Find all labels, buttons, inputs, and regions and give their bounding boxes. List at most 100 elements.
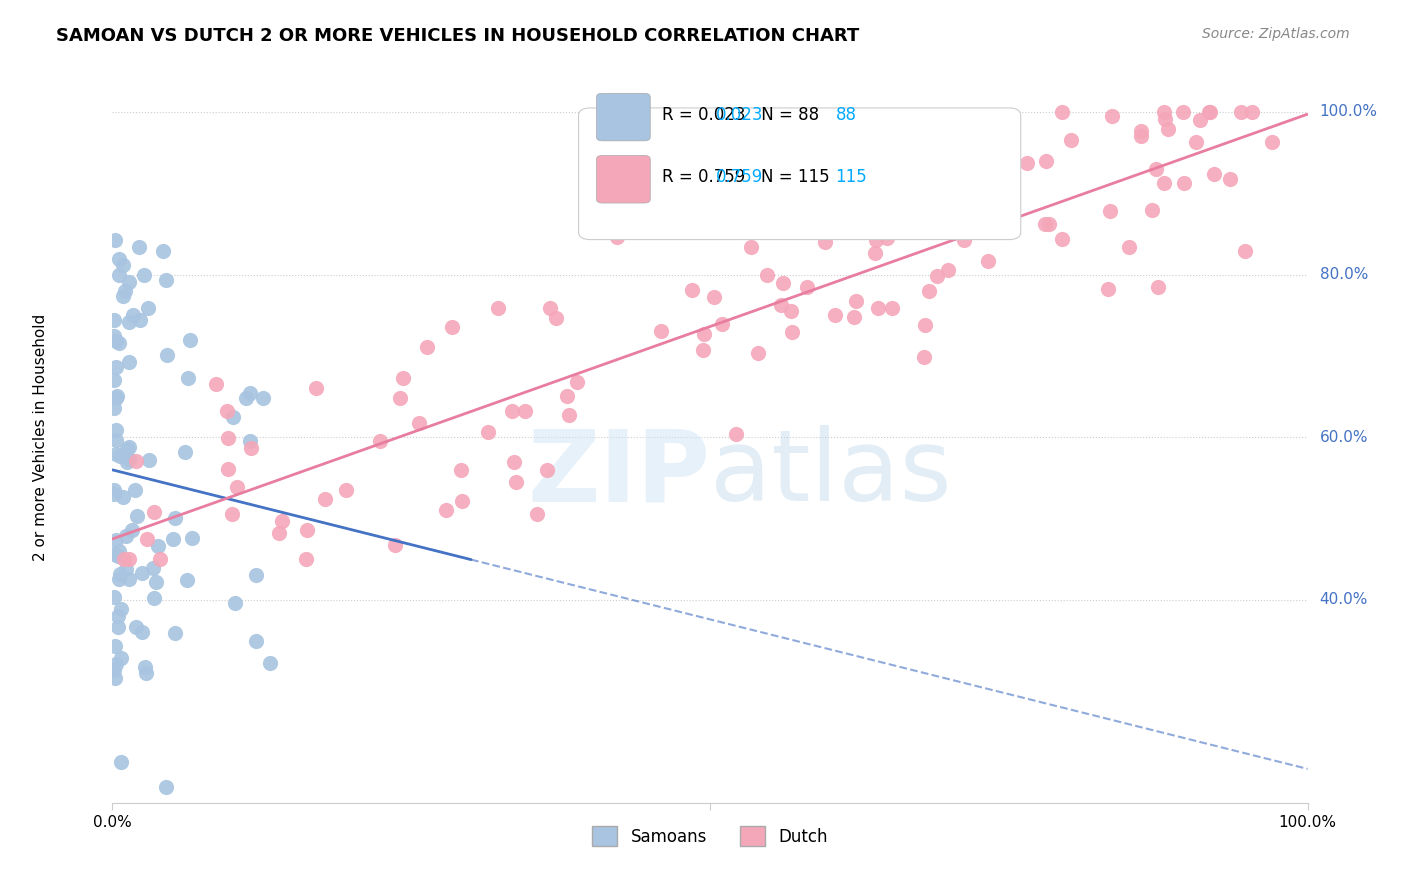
Point	[824, 308, 846, 322]
Point	[1140, 202, 1163, 217]
Point	[1204, 167, 1226, 181]
Point	[681, 284, 703, 298]
Point	[115, 455, 138, 469]
Point	[914, 318, 936, 332]
Point	[245, 633, 267, 648]
Point	[129, 312, 152, 326]
Point	[1144, 162, 1167, 177]
Point	[148, 540, 170, 554]
Point	[239, 441, 262, 455]
Point	[135, 666, 157, 681]
Point	[769, 298, 792, 312]
Point	[1017, 156, 1039, 170]
Point	[239, 434, 262, 449]
Point	[136, 301, 159, 315]
Point	[703, 290, 725, 304]
Text: 0.759: 0.759	[716, 169, 763, 186]
Point	[536, 463, 558, 477]
Point	[1189, 113, 1212, 128]
Point	[953, 233, 976, 247]
Point	[104, 423, 127, 437]
Text: 115: 115	[835, 169, 868, 186]
Point	[104, 671, 127, 685]
Point	[107, 609, 129, 624]
Point	[1156, 122, 1178, 136]
Point	[1052, 105, 1074, 120]
Point	[110, 566, 132, 581]
Point	[920, 180, 942, 194]
Point	[1230, 105, 1253, 120]
Point	[131, 566, 153, 580]
Point	[1173, 176, 1195, 190]
Point	[711, 317, 734, 331]
Point	[105, 359, 128, 374]
Point	[103, 313, 125, 327]
Point	[295, 523, 318, 537]
Point	[859, 186, 882, 200]
Point	[780, 326, 803, 340]
Point	[267, 525, 290, 540]
Point	[215, 404, 238, 418]
Point	[124, 483, 146, 497]
Point	[1185, 135, 1208, 149]
Point	[936, 262, 959, 277]
Point	[434, 503, 457, 517]
Point	[756, 268, 779, 282]
Point	[1038, 217, 1060, 231]
Point	[107, 336, 129, 351]
Point	[104, 640, 127, 654]
Point	[441, 320, 464, 334]
Point	[103, 329, 125, 343]
Point	[114, 529, 136, 543]
Point	[842, 310, 865, 324]
Point	[103, 487, 125, 501]
Point	[868, 301, 890, 316]
Point	[1060, 133, 1083, 147]
Point	[1099, 204, 1122, 219]
FancyBboxPatch shape	[596, 94, 651, 141]
Point	[118, 552, 141, 566]
Point	[865, 234, 887, 248]
Point	[1171, 105, 1194, 120]
Point	[515, 403, 537, 417]
Point	[105, 657, 128, 672]
Point	[121, 523, 143, 537]
Point	[134, 660, 156, 674]
Point	[949, 219, 972, 234]
Point	[314, 491, 336, 506]
Point	[252, 391, 274, 405]
Point	[221, 507, 243, 521]
Point	[111, 289, 134, 303]
Point	[108, 572, 131, 586]
Point	[1033, 217, 1056, 231]
Point	[538, 301, 561, 315]
Point	[1153, 105, 1175, 120]
Point	[105, 533, 128, 548]
Point	[526, 507, 548, 521]
Point	[477, 425, 499, 439]
Point	[128, 239, 150, 253]
Point	[1097, 282, 1119, 296]
Point	[118, 440, 141, 454]
Point	[876, 231, 898, 245]
Text: 80.0%: 80.0%	[1320, 267, 1368, 282]
Point	[103, 547, 125, 561]
Point	[118, 275, 141, 289]
Point	[270, 514, 292, 528]
Point	[925, 268, 948, 283]
Point	[845, 294, 868, 309]
Point	[692, 343, 714, 357]
Point	[155, 780, 177, 794]
Point	[450, 494, 472, 508]
Point	[225, 480, 247, 494]
Point	[110, 755, 132, 769]
Point	[114, 285, 136, 299]
Point	[127, 509, 149, 524]
Point	[155, 273, 177, 287]
Point	[1219, 171, 1241, 186]
Point	[1154, 112, 1177, 127]
Point	[103, 591, 125, 605]
Point	[558, 408, 581, 422]
Point	[114, 562, 136, 576]
Point	[650, 324, 672, 338]
